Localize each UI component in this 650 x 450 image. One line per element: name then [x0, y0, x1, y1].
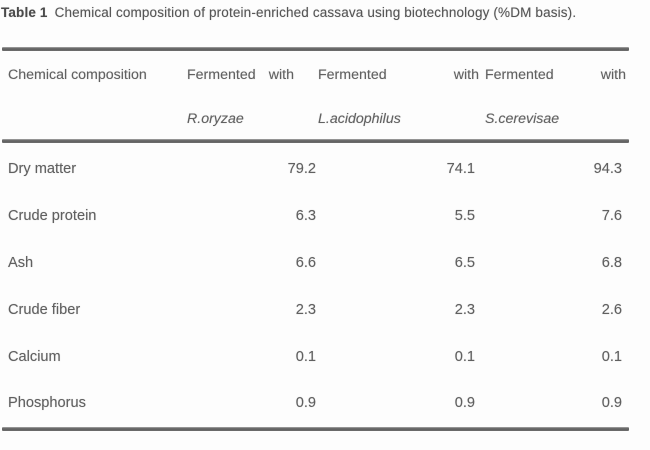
row-label: Dry matter: [8, 161, 77, 178]
cell-value: 0.1: [295, 348, 316, 365]
header-col-roryzae: Fermented with R.oryzae: [187, 66, 318, 128]
header-chemical-composition: Chemical composition: [8, 67, 147, 83]
table-row-dry-matter: Dry matter 79.2 74.1 94.3: [4, 146, 627, 193]
cell-value: 6.6: [295, 254, 316, 271]
row-label: Phosphorus: [8, 395, 86, 412]
header-with-2: with: [453, 67, 479, 83]
header-with-1: with: [268, 67, 294, 83]
cell-value: 6.5: [454, 254, 475, 271]
cell-value: 2.3: [454, 301, 475, 318]
table-body: Dry matter 79.2 74.1 94.3 Crude protein …: [4, 146, 627, 427]
cell-value: 7.6: [601, 208, 622, 225]
row-label: Calcium: [8, 348, 61, 365]
header-fermented-3: Fermented: [485, 67, 554, 83]
table-row-ash: Ash 6.6 6.5 6.8: [4, 240, 627, 287]
cell-value: 0.1: [601, 348, 622, 365]
table-caption-number: Table 1: [1, 5, 48, 20]
table-caption: Table 1 Chemical composition of protein-e…: [1, 5, 576, 20]
header-organism-2: L.acidophilus: [318, 111, 401, 127]
header-with-3: with: [600, 67, 626, 83]
table-header-row: Chemical composition Fermented with R.or…: [4, 66, 627, 128]
cell-value: 0.9: [601, 395, 622, 412]
row-label: Crude protein: [8, 208, 97, 225]
cell-value: 0.9: [295, 395, 316, 412]
cell-value: 5.5: [454, 208, 475, 225]
header-fermented-2: Fermented: [318, 67, 387, 83]
row-label: Crude fiber: [8, 301, 81, 318]
table-row-phosphorus: Phosphorus 0.9 0.9 0.9: [4, 380, 627, 427]
cell-value: 6.8: [601, 254, 622, 271]
cell-value: 79.2: [287, 161, 316, 178]
cell-value: 6.3: [295, 208, 316, 225]
row-label: Ash: [8, 254, 34, 271]
table-top-rule: [2, 47, 629, 51]
cell-value: 0.1: [454, 348, 475, 365]
table-row-crude-protein: Crude protein 6.3 5.5 7.6: [4, 193, 627, 240]
header-col-scerevisae: Fermented with S.cerevisae: [485, 66, 627, 128]
table-row-crude-fiber: Crude fiber 2.3 2.3 2.6: [4, 286, 627, 333]
table-bottom-rule: [2, 427, 629, 431]
cell-value: 2.6: [601, 301, 622, 318]
header-col-lacidophilus: Fermented with L.acidophilus: [318, 66, 485, 128]
table-header-rule: [2, 139, 629, 143]
table-row-calcium: Calcium 0.1 0.1 0.1: [4, 333, 627, 380]
header-organism-1: R.oryzae: [187, 111, 244, 127]
table-caption-text: Chemical composition of protein-enriched…: [54, 5, 577, 20]
cell-value: 2.3: [295, 301, 316, 318]
cell-value: 0.9: [454, 395, 475, 412]
header-fermented-1: Fermented: [187, 67, 256, 83]
header-organism-3: S.cerevisae: [485, 111, 560, 127]
cell-value: 94.3: [593, 161, 622, 178]
cell-value: 74.1: [446, 161, 475, 178]
